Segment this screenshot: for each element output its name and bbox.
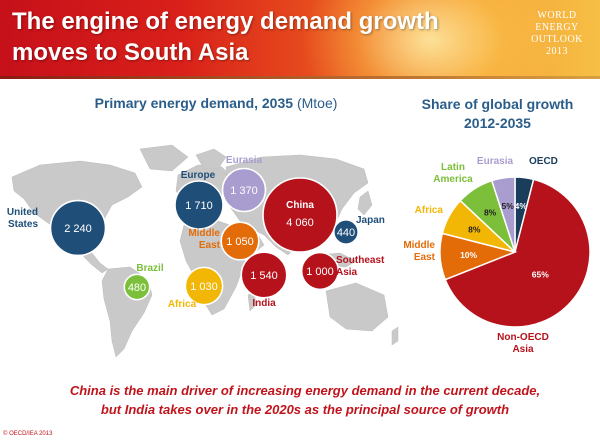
bubble-value-united-states: 2 240 (64, 223, 92, 235)
pie-label-latin-america-line-2: America (433, 174, 473, 185)
bubble-value-china: 4 060 (286, 217, 314, 229)
region-label-middle-east: Middle (188, 228, 220, 239)
bubble-value-brazil: 480 (128, 282, 146, 294)
world-bubble-map: 2 240 1 710 1 370 4 060 440 1 050 1 540 1 000 48… (7, 144, 399, 358)
copyright-notice: © OECD/IEA 2013 (3, 431, 53, 437)
region-label-europe: Europe (181, 170, 216, 181)
bubble-value-india: 1 540 (250, 270, 278, 282)
logo-line: OUTLOOK (531, 34, 583, 45)
bubble-value-africa: 1 030 (190, 281, 218, 293)
pie-value-labels: 4% 65% 10% 8%8% 5% (460, 201, 549, 279)
map-title-unit: (Mtoe) (296, 95, 338, 111)
map-chart-title: Primary energy demand, 2035 (Mtoe) (36, 95, 396, 111)
pie-value-oecd: 4% (515, 201, 528, 211)
pie-chart-title: Share of global growth 2012-2035 (410, 95, 585, 133)
header-glow (300, 0, 560, 76)
bubble-value-europe: 1 710 (185, 200, 213, 212)
bubble-value-eurasia: 1 370 (230, 185, 258, 197)
logo-line: ENERGY (535, 22, 579, 33)
logo-line: 2013 (546, 46, 568, 57)
pie-label-middle-east: Middle (403, 240, 435, 251)
bubble-brazil (123, 273, 151, 301)
bubble-india (240, 251, 288, 299)
region-label-southeast-asia-line-2: Asia (336, 267, 358, 278)
region-label-china: China (286, 200, 314, 211)
region-label-japan: Japan (356, 215, 385, 226)
region-label-india: India (252, 298, 276, 309)
pie-value-eurasia: 5% (502, 201, 515, 211)
header-divider (0, 76, 600, 79)
pie-label-latin-america: Latin (441, 162, 465, 173)
map-title-text: Primary energy demand, 2035 (94, 95, 294, 111)
region-bubbles: 2 240 1 710 1 370 4 060 440 1 050 1 540 1 000 48… (49, 167, 359, 306)
region-label-eurasia: Eurasia (226, 155, 263, 166)
pie-value-africa: 8% (468, 225, 481, 235)
region-label-southeast-asia: Southeast (336, 255, 385, 266)
title-line-1: The engine of energy demand growth (12, 8, 439, 35)
pie-label-non-oecd-asia: Non-OECD (497, 332, 549, 343)
region-label-united-states-line-2: States (8, 219, 38, 230)
pie-slice-eurasia (490, 176, 516, 253)
caption-line-2: but India takes over in the 2020s as the… (100, 402, 510, 417)
logo-line: WORLD (537, 10, 577, 21)
pie-label-africa: Africa (415, 205, 444, 216)
title-line-2: moves to South Asia (12, 39, 249, 66)
region-label-brazil: Brazil (136, 263, 163, 274)
bubble-africa (184, 266, 224, 306)
region-label-middle-east-line-2: East (199, 240, 221, 251)
slide-caption: China is the main driver of increasing e… (20, 381, 590, 419)
bubble-china (262, 177, 338, 253)
bubble-value-southeast-asia: 1 000 (306, 266, 334, 278)
pie-label-eurasia: Eurasia (477, 156, 514, 167)
header-banner: The engine of energy demand growth moves… (0, 0, 600, 76)
bubble-eurasia (221, 167, 267, 213)
bubble-europe (174, 180, 224, 230)
pie-slices (439, 176, 591, 328)
region-label-africa: Africa (168, 299, 197, 310)
pie-label-middle-east-line-2: East (414, 252, 436, 263)
pie-value-latin-america: 8% (484, 208, 497, 218)
pie-title-line-1: Share of global growth (421, 96, 574, 112)
bubble-united-states (49, 199, 107, 257)
pie-label-oecd: OECD (529, 156, 558, 167)
pie-value-middle-east: 10% (460, 250, 477, 260)
pie-title-line-2: 2012-2035 (464, 115, 531, 131)
bubble-japan (333, 219, 359, 245)
pie-slice-non-oecd-asia (444, 178, 591, 328)
bubble-middle-east (220, 221, 260, 261)
bubble-southeast-asia (300, 251, 340, 291)
pie-label-non-oecd-asia-line-2: Asia (512, 344, 534, 355)
region-label-united-states: United (7, 207, 38, 218)
bubble-value-japan: 440 (337, 227, 355, 239)
caption-line-1: China is the main driver of increasing e… (69, 383, 541, 398)
page-title: The engine of energy demand growth moves… (12, 6, 452, 68)
pie-value-non-oecd-asia: 65% (532, 269, 549, 279)
bubble-value-middle-east: 1 050 (226, 236, 254, 248)
weo-logo: WORLD ENERGY OUTLOOK 2013 (524, 10, 590, 58)
